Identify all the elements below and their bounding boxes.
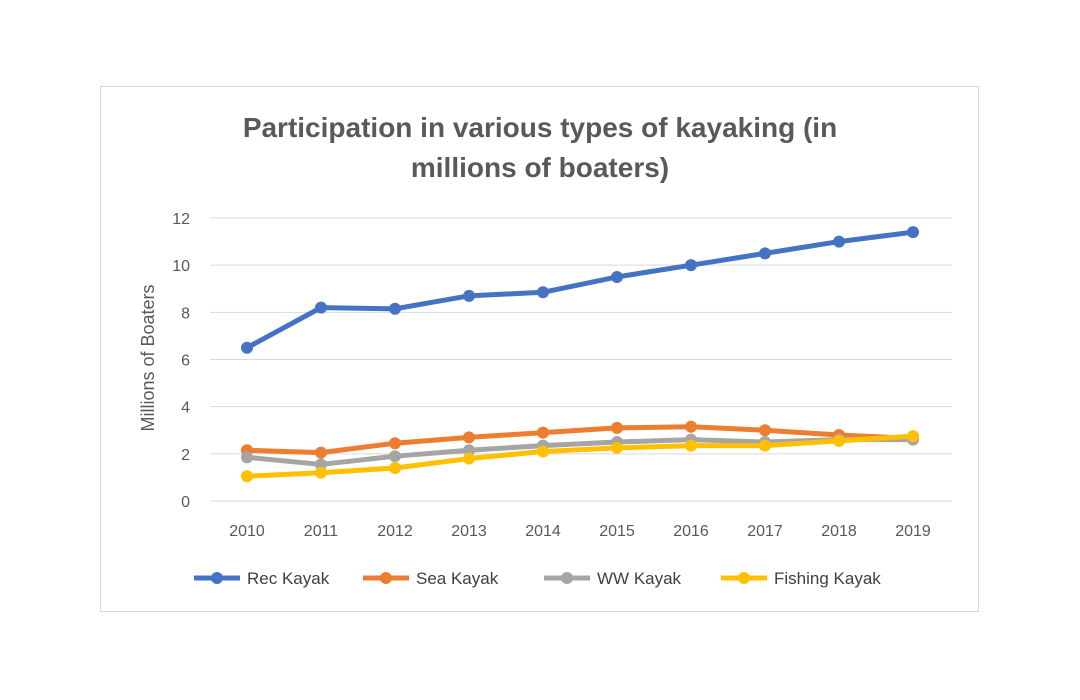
chart-title: Participation in various types of kayaki… [0, 108, 1080, 188]
data-point-sea-kayak-2016 [685, 420, 697, 433]
data-point-sea-kayak-2014 [537, 426, 549, 439]
data-point-fishing-kayak-2019 [907, 430, 919, 443]
series-sea-kayak [241, 420, 919, 459]
x-tick-label-2010: 2010 [229, 523, 265, 540]
x-tick-label-2015: 2015 [599, 523, 635, 540]
legend-swatch-marker-ww-kayak [561, 572, 573, 584]
chart-title-line-1: Participation in various types of kayaki… [242, 112, 838, 143]
data-point-rec-kayak-2012 [389, 302, 401, 315]
gridlines [210, 217, 952, 502]
data-point-ww-kayak-2012 [389, 450, 401, 463]
legend-swatch-marker-fishing-kayak [738, 572, 750, 584]
data-point-fishing-kayak-2016 [685, 439, 697, 452]
data-point-rec-kayak-2013 [463, 289, 475, 302]
x-tick-label-2019: 2019 [895, 523, 931, 540]
data-point-fishing-kayak-2018 [833, 434, 845, 447]
y-tick-label-12: 12 [172, 211, 190, 228]
data-point-rec-kayak-2015 [611, 270, 623, 283]
x-tick-label-2014: 2014 [525, 523, 561, 540]
data-point-rec-kayak-2019 [907, 226, 919, 239]
legend-swatch-marker-sea-kayak [380, 572, 392, 584]
data-point-fishing-kayak-2014 [537, 445, 549, 458]
legend-item-sea-kayak: Sea Kayak [363, 569, 499, 588]
legend-item-ww-kayak: WW Kayak [544, 569, 682, 588]
data-point-ww-kayak-2011 [315, 458, 327, 471]
data-point-sea-kayak-2017 [759, 424, 771, 437]
data-point-sea-kayak-2013 [463, 431, 475, 444]
data-point-rec-kayak-2016 [685, 259, 697, 272]
series-line-rec-kayak [244, 229, 916, 351]
data-point-ww-kayak-2013 [463, 444, 475, 457]
data-point-rec-kayak-2011 [315, 301, 327, 314]
series-fishing-kayak [241, 430, 919, 483]
x-tick-label-2017: 2017 [747, 523, 783, 540]
x-tick-label-2012: 2012 [377, 523, 413, 540]
legend-label-fishing-kayak: Fishing Kayak [774, 569, 881, 588]
data-point-sea-kayak-2011 [315, 446, 327, 459]
x-tick-label-2011: 2011 [304, 523, 339, 540]
series-line-fishing-kayak [244, 433, 916, 479]
y-tick-label-2: 2 [181, 447, 190, 464]
y-tick-label-10: 10 [172, 258, 190, 275]
data-point-fishing-kayak-2010 [241, 470, 253, 483]
data-point-fishing-kayak-2013 [463, 452, 475, 465]
data-point-sea-kayak-2012 [389, 437, 401, 450]
data-point-sea-kayak-2015 [611, 421, 623, 434]
data-point-ww-kayak-2010 [241, 451, 253, 464]
data-point-rec-kayak-2010 [241, 341, 253, 354]
y-tick-label-8: 8 [181, 305, 190, 322]
x-tick-label-2016: 2016 [673, 523, 709, 540]
x-tick-label-2018: 2018 [821, 523, 857, 540]
data-point-rec-kayak-2018 [833, 235, 845, 248]
legend-label-ww-kayak: WW Kayak [597, 569, 682, 588]
y-axis-ticks: 0 2 4 6 8 10 12 [172, 211, 190, 511]
data-point-fishing-kayak-2011 [315, 466, 327, 479]
legend-label-sea-kayak: Sea Kayak [416, 569, 499, 588]
legend-label-rec-kayak: Rec Kayak [247, 569, 330, 588]
y-tick-label-6: 6 [181, 353, 190, 370]
x-axis-ticks: 2010 2011 2012 2013 2014 2015 2016 2017 2018 2019 [229, 523, 931, 540]
data-point-rec-kayak-2014 [537, 286, 549, 299]
data-point-fishing-kayak-2017 [759, 439, 771, 452]
y-axis-label: Millions of Boaters [138, 284, 158, 431]
y-tick-label-4: 4 [181, 400, 190, 417]
legend-item-rec-kayak: Rec Kayak [194, 569, 330, 588]
series-line-sea-kayak [244, 424, 916, 456]
series-rec-kayak [241, 226, 919, 354]
data-point-fishing-kayak-2012 [389, 461, 401, 474]
legend: Rec Kayak Sea Kayak WW Kayak Fishing Kayak [194, 569, 881, 588]
legend-swatch-marker-rec-kayak [211, 572, 223, 584]
legend-item-fishing-kayak: Fishing Kayak [721, 569, 881, 588]
data-point-fishing-kayak-2015 [611, 441, 623, 454]
series-layer [241, 226, 919, 483]
x-tick-label-2013: 2013 [451, 523, 487, 540]
y-tick-label-0: 0 [181, 494, 190, 511]
data-point-rec-kayak-2017 [759, 247, 771, 260]
chart-title-line-2: millions of boaters) [410, 152, 670, 183]
